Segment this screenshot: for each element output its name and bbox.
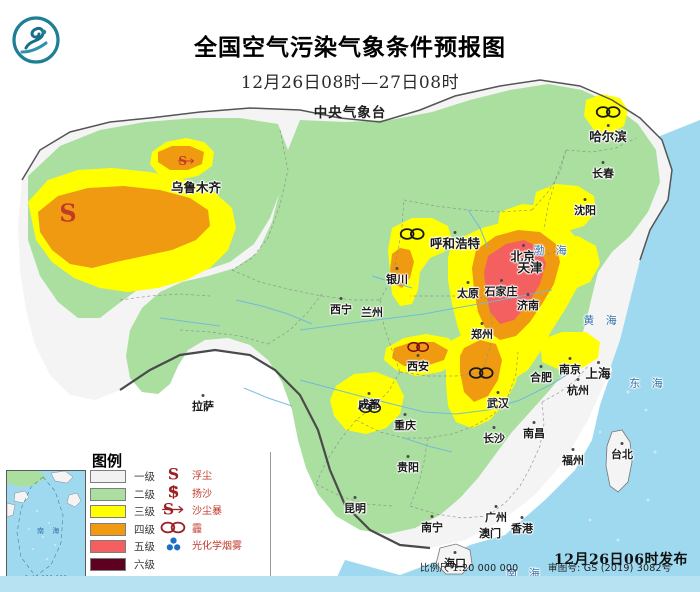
legend-symbol-row: S 沙尘暴 (156, 501, 242, 519)
legend-level-row: 六级 (90, 556, 170, 574)
legend-level-list: 一级二级三级四级五级六级 (90, 468, 170, 573)
zone-level3-shandong-east (550, 236, 600, 290)
photochemical-smog-icon (156, 536, 190, 553)
haze-icon (156, 519, 190, 536)
national-boundary-south (119, 348, 431, 550)
legend-level-label: 二级 (134, 488, 155, 501)
inset-map-graphic: 南 海 (7, 471, 85, 583)
legend-symbol-row: 光化学烟雾 (156, 536, 242, 554)
zone-level5-tianjin (484, 240, 546, 324)
national-boundary (21, 79, 673, 261)
legend-color-swatch (90, 557, 126, 571)
legend-level-row: 一级 (90, 468, 170, 486)
legend-symbol-label: 光化学烟雾 (192, 541, 242, 553)
legend-symbol-label: 扬沙 (192, 488, 212, 500)
legend-symbol-label: 霾 (192, 523, 202, 535)
legend-level-row: 五级 (90, 538, 170, 556)
legend-color-swatch (90, 470, 126, 484)
legend-level-label: 三级 (134, 506, 155, 519)
map-scale-text: 比例尺 1:20 000 000 (420, 563, 519, 574)
svg-text:S: S (167, 466, 178, 483)
zone-level3-liaoning-w (498, 204, 552, 240)
legend-color-swatch (90, 540, 126, 554)
legend-level-label: 五级 (134, 541, 155, 554)
zone-level3-jiangsu (540, 332, 600, 370)
legend-title: 图例 (92, 452, 123, 470)
hainan-island (435, 543, 473, 575)
sandstorm-icon: S (156, 501, 190, 518)
legend-color-swatch (90, 505, 126, 519)
legend-level-row: 二级 (90, 486, 170, 504)
legend-symbol-row: 霾 (156, 519, 242, 537)
legend-symbol-label: 沙尘暴 (192, 506, 222, 518)
zone-level2-main (126, 84, 660, 534)
blowing-sand-icon: S (156, 484, 190, 501)
legend-level-row: 三级 (90, 503, 170, 521)
province-borders (119, 129, 637, 519)
legend-level-label: 四级 (134, 523, 155, 536)
south-china-sea-inset: 南 海 1:40 000 000 (6, 470, 86, 584)
legend-symbol-row: S 扬沙 (156, 484, 242, 502)
legend-color-swatch (90, 522, 126, 536)
taiwan-island (605, 429, 633, 493)
legend-symbol-list: S 浮尘 S 扬沙 S 沙尘暴 霾 光化学烟雾 (156, 466, 242, 554)
legend-level-row: 四级 (90, 521, 170, 539)
zone-level4-xian (392, 342, 448, 366)
rivers (159, 209, 579, 453)
zone-level4-urumqi (158, 146, 204, 170)
legend-panel: 图例 一级 二级 三级 四级 五级 六级 S 浮尘 S 扬沙 S 沙尘暴 霾 光化学烟雾 (88, 452, 271, 581)
footer-bar (0, 576, 700, 592)
legend-level-label: 一级 (134, 471, 155, 484)
legend-symbol-label: 浮尘 (192, 471, 212, 483)
map-approval-text: 审图号: GS (2019) 3082号 (548, 563, 672, 574)
zone-level4-yinchuan (390, 248, 414, 288)
zone-level4-taklamakan (38, 186, 210, 268)
cma-logo (12, 16, 60, 64)
sea-islets (558, 390, 657, 558)
legend-level-label: 六级 (134, 558, 155, 571)
floating-dust-icon: S (156, 466, 190, 483)
svg-text:南 海: 南 海 (37, 526, 62, 535)
issue-time-text: 12月26日06时发布 (554, 552, 688, 568)
legend-symbol-row: S 浮尘 (156, 466, 242, 484)
legend-color-swatch (90, 487, 126, 501)
